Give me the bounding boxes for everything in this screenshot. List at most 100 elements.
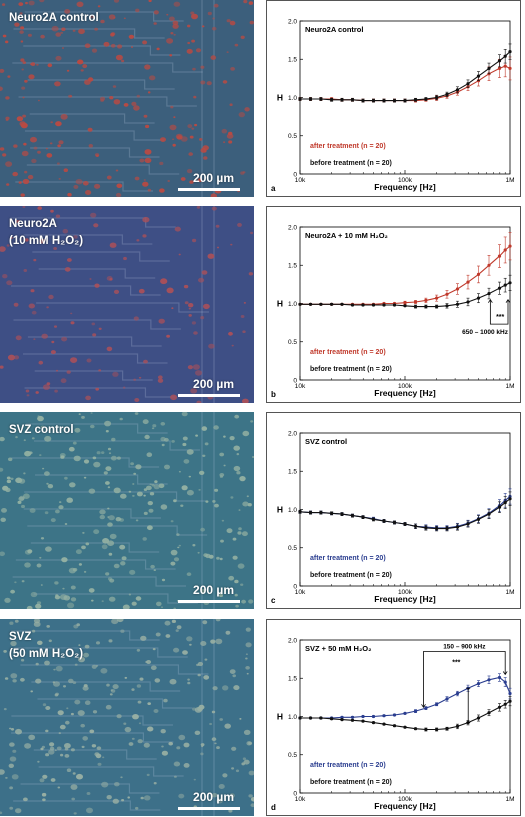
cell [241,599,247,604]
cell [210,55,217,60]
cell [238,112,245,118]
data-point [503,702,507,706]
cell [154,678,161,683]
data-point [508,699,512,703]
cell [55,121,62,127]
cell [248,599,254,604]
micrograph-background [0,412,254,609]
cell [30,690,33,693]
cell [137,700,142,704]
cell [102,756,105,759]
cell [250,803,254,808]
cell [40,34,45,39]
cell [143,494,146,497]
cell [54,581,59,585]
cell [121,59,125,63]
data-point [508,281,512,285]
cell [96,641,100,645]
cell [10,589,16,594]
data-point [382,519,386,523]
cell [110,33,115,37]
cell [220,539,224,543]
cell [192,364,200,370]
data-point [382,722,386,726]
cell [99,514,106,520]
cell [16,116,24,122]
cell [138,376,142,379]
cell [243,302,246,304]
cell [136,648,141,652]
cell [60,31,63,34]
cell [72,681,77,684]
data-point [466,300,470,304]
cell [103,471,108,475]
cell [170,549,178,556]
cell [236,471,241,475]
electrode-pattern [10,206,215,403]
data-point [350,98,355,102]
cell [83,459,90,464]
cell [187,681,191,685]
cell [114,782,120,787]
cell [200,641,207,646]
cell [171,307,174,310]
cell [12,679,17,683]
data-point [503,248,507,252]
cell [178,544,181,547]
cell [87,77,94,82]
cell [66,497,73,503]
cell [192,238,197,243]
data-point [403,304,407,308]
cell [42,467,45,470]
cell [73,455,81,462]
cell [107,447,112,451]
cell [20,40,24,43]
series-1 [298,491,512,532]
cell [10,728,15,731]
cell [21,580,25,583]
cell [248,770,254,776]
cell [8,763,14,768]
cell [31,629,36,633]
cell [188,303,194,308]
cell [21,504,25,509]
cell [136,239,140,242]
legend-entry: after treatment (n = 20) [310,555,386,562]
cell [107,516,110,518]
cell [146,452,153,457]
x-tick-label: 1M [505,589,514,596]
cell [201,426,208,431]
data-point [361,303,365,307]
data-point [445,527,449,531]
cell [35,603,42,609]
cell [62,228,69,234]
cell [152,648,156,651]
cell [35,391,39,394]
cell [68,94,72,98]
cell [195,48,202,53]
cell [200,527,206,532]
cell [107,522,113,527]
cell [170,394,178,401]
electrode-line [38,268,156,279]
cell [61,336,68,342]
cell [35,678,42,684]
cell [132,483,135,485]
cell [124,726,132,733]
data-point [497,66,502,70]
panel-letter: d [271,803,276,812]
cell [112,371,119,377]
cell [39,778,45,783]
cell [109,242,117,248]
cell [191,39,196,43]
cell [192,544,196,547]
cell [86,358,92,363]
y-tick-label: 2.0 [288,637,297,644]
cell [106,346,113,352]
cell [234,414,240,419]
data-point [382,99,386,103]
cell [116,714,122,719]
cell [51,340,55,344]
cell [177,546,180,549]
micrograph-image [0,412,254,609]
